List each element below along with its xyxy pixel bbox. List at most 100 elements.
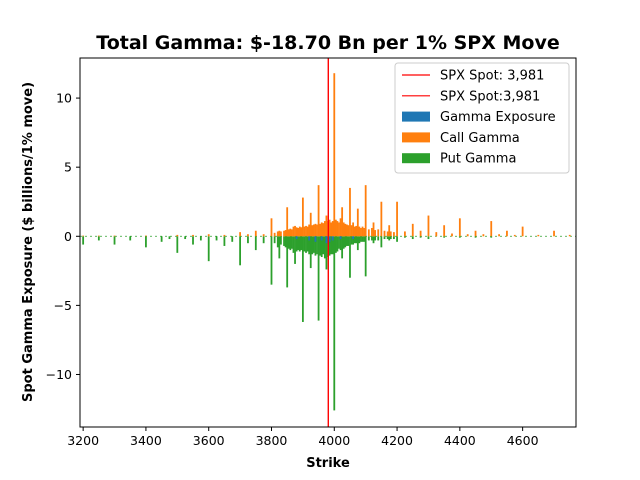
call-gamma-bar: [254, 230, 257, 237]
x-axis-ticks: 3200 3400 3600 3800 4000 4200 4400 4600: [67, 427, 539, 448]
put-gamma-bar: [363, 236, 365, 242]
put-gamma-bar: [308, 236, 311, 255]
call-gamma-bar: [506, 230, 508, 237]
y-axis-label: Spot Gamma Exposure ($ billions/1% move): [21, 82, 36, 402]
gamma-exposure-bar: [295, 236, 298, 240]
call-gamma-bar: [451, 233, 453, 237]
y-axis-ticks: −10 −5 0 5 10: [46, 91, 80, 382]
put-gamma-bar: [411, 236, 414, 240]
call-gamma-bar: [283, 230, 285, 237]
put-gamma-bar: [334, 236, 337, 253]
call-gamma-bar: [311, 225, 314, 237]
call-gamma-bar: [309, 212, 312, 237]
call-gamma-bar: [513, 234, 516, 237]
put-gamma-bar: [371, 236, 373, 241]
put-gamma-bar: [145, 236, 147, 248]
gamma-exposure-bar: [328, 236, 331, 242]
x-tick-label: 3400: [130, 433, 162, 448]
x-tick-label: 4000: [318, 433, 350, 448]
y-tick-label: 0: [64, 229, 72, 244]
call-gamma-bar: [466, 234, 469, 237]
put-gamma-bar: [353, 236, 356, 244]
put-gamma-bar: [287, 236, 290, 249]
put-gamma-bar: [317, 236, 320, 321]
call-gamma-bar: [458, 218, 461, 237]
call-gamma-bar: [389, 231, 392, 237]
put-gamma-bar: [305, 236, 307, 253]
call-gamma-bar: [377, 229, 380, 237]
put-gamma-bar: [350, 236, 353, 245]
chart-title: Total Gamma: $-18.70 Bn per 1% SPX Move: [96, 32, 559, 54]
put-gamma-bar: [367, 236, 370, 241]
call-gamma-bar: [383, 230, 386, 237]
put-gamma-bar: [286, 236, 289, 288]
y-tick-label: 5: [64, 160, 72, 175]
put-gamma-bar: [97, 236, 100, 241]
call-gamma-bar: [334, 219, 337, 237]
call-gamma-bar: [323, 221, 326, 237]
call-gamma-bar: [336, 221, 339, 237]
put-gamma-bar: [377, 236, 380, 241]
put-gamma-bar: [270, 236, 273, 285]
call-gamma-bar: [308, 224, 311, 237]
put-gamma-bar: [301, 236, 304, 322]
call-gamma-bar: [356, 208, 359, 237]
call-gamma-bar: [295, 227, 298, 237]
call-gamma-bar: [345, 224, 348, 237]
call-gamma-bar: [361, 226, 364, 237]
call-gamma-bar: [247, 234, 249, 237]
x-tick-label: 4200: [381, 433, 413, 448]
legend-swatch-patch: [402, 111, 430, 122]
plot-frame: [79, 57, 577, 428]
put-gamma-bar: [331, 236, 334, 255]
put-gamma-bar: [490, 236, 493, 238]
call-gamma-bar: [347, 225, 350, 237]
put-gamma-bar: [298, 236, 301, 252]
x-tick-label: 4600: [507, 433, 539, 448]
call-gamma-bar: [380, 201, 383, 237]
gamma-exposure-bar: [314, 236, 317, 242]
call-gamma-bar: [419, 230, 422, 237]
legend-label: Gamma Exposure: [440, 110, 556, 125]
put-gamma-bar: [280, 236, 282, 245]
call-gamma-bar: [330, 222, 333, 237]
call-gamma-bar: [342, 222, 345, 237]
call-gamma-bar: [305, 225, 307, 237]
call-gamma-bar: [388, 225, 391, 237]
put-gamma-bar: [342, 236, 345, 249]
call-gamma-bar: [284, 230, 287, 237]
put-gamma-bar: [113, 236, 116, 245]
gamma-exposure-bar: [339, 236, 342, 240]
put-gamma-bar: [360, 236, 362, 242]
put-gamma-bar: [306, 236, 309, 252]
put-gamma-bar: [355, 236, 358, 244]
legend-label: Call Gamma: [440, 131, 520, 146]
put-gamma-bar: [356, 236, 359, 251]
call-gamma-bar: [314, 223, 317, 237]
call-gamma-bar: [372, 222, 375, 237]
put-gamma-bar: [311, 236, 314, 255]
put-gamma-bar: [160, 236, 163, 242]
put-gamma-bar: [323, 236, 326, 259]
legend-label: SPX Spot:3,981: [440, 89, 540, 104]
put-gamma-bar: [345, 236, 348, 246]
put-gamma-bar: [231, 236, 234, 242]
call-gamma-bar: [498, 234, 500, 237]
put-gamma-bar: [215, 236, 218, 241]
put-gamma-bar: [192, 236, 194, 245]
put-gamma-bar: [284, 236, 287, 248]
call-gamma-bar: [374, 230, 376, 237]
put-gamma-bar: [396, 236, 398, 242]
call-gamma-bar: [298, 226, 301, 237]
put-gamma-bar: [129, 236, 132, 241]
put-gamma-bar: [247, 236, 249, 244]
put-gamma-bar: [458, 236, 461, 238]
call-gamma-bar: [306, 226, 309, 237]
put-gamma-bar: [352, 236, 355, 245]
put-gamma-bar: [347, 236, 350, 246]
call-gamma-bar: [364, 185, 367, 237]
put-gamma-bar: [283, 236, 285, 246]
call-gamma-bar: [386, 231, 389, 237]
gamma-exposure-bar: [331, 236, 334, 241]
call-gamma-bar: [404, 231, 406, 237]
